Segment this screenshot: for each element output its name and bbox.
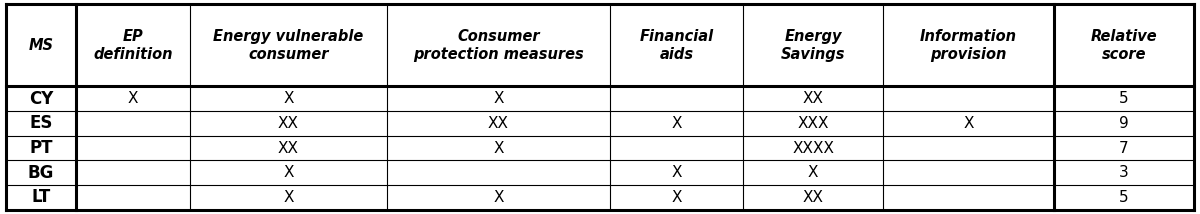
Text: 3: 3 [1120,165,1129,180]
Text: X: X [964,116,974,131]
Text: X: X [283,190,294,205]
Text: CY: CY [29,90,53,108]
Text: ES: ES [29,114,53,132]
Text: X: X [671,165,682,180]
Text: XX: XX [488,116,509,131]
Text: Energy
Savings: Energy Savings [781,29,845,62]
Text: Consumer
protection measures: Consumer protection measures [413,29,583,62]
Text: X: X [283,165,294,180]
Text: 9: 9 [1120,116,1129,131]
Text: XX: XX [803,190,823,205]
Text: X: X [493,141,504,156]
Text: X: X [127,91,138,106]
Text: 5: 5 [1120,91,1129,106]
Text: X: X [671,190,682,205]
Text: XX: XX [278,141,299,156]
Text: LT: LT [31,188,50,206]
Text: BG: BG [28,164,54,182]
Text: XX: XX [803,91,823,106]
Text: 5: 5 [1120,190,1129,205]
Text: Information
provision: Information provision [920,29,1018,62]
Text: XX: XX [278,116,299,131]
Text: XXX: XXX [797,116,829,131]
Text: Energy vulnerable
consumer: Energy vulnerable consumer [214,29,364,62]
Text: EP
definition: EP definition [94,29,173,62]
Text: MS: MS [29,38,54,53]
Text: PT: PT [29,139,53,157]
Text: X: X [493,91,504,106]
Text: X: X [808,165,818,180]
Text: X: X [283,91,294,106]
Text: X: X [671,116,682,131]
Text: Financial
aids: Financial aids [640,29,714,62]
Text: 7: 7 [1120,141,1129,156]
Text: Relative
score: Relative score [1091,29,1157,62]
Text: X: X [493,190,504,205]
Text: XXXX: XXXX [792,141,834,156]
